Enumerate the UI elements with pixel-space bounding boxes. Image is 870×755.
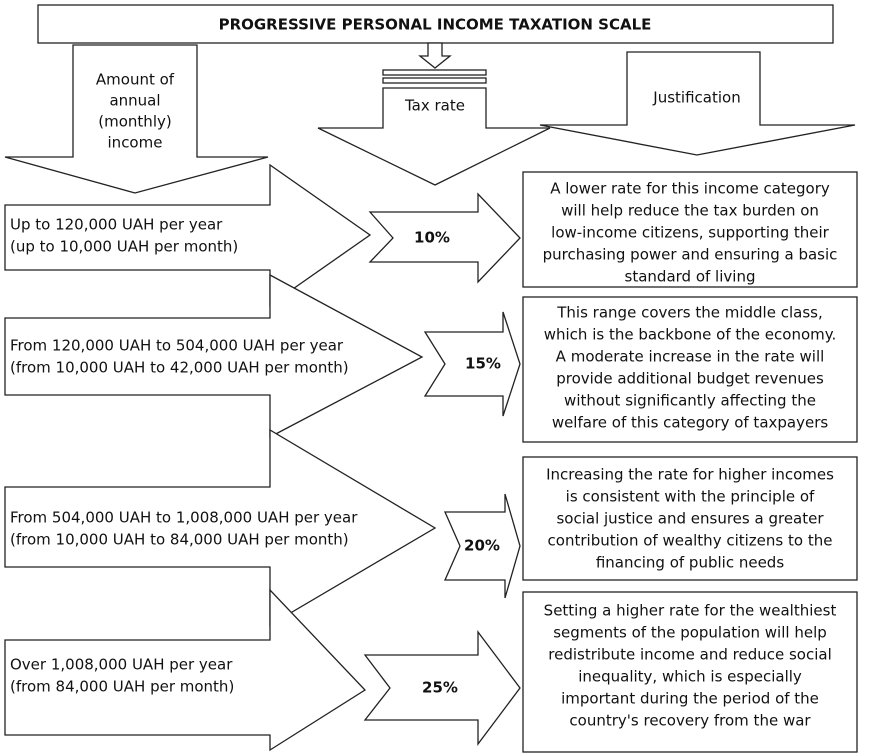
income-arrow [4,163,372,307]
income-header-arrow [4,44,269,194]
rate-arrow [423,311,521,417]
justification-text: This range covers the middle class, [556,304,822,322]
justification-text: contribution of wealthy citizens to the [548,532,833,550]
justification-text: A moderate increase in the rate will [556,348,825,366]
rate-header-arrow [317,87,551,186]
justification-text: is consistent with the principle of [566,488,815,506]
justification-header-arrow [539,51,856,156]
income-range: From 120,000 UAH to 504,000 UAH per year [10,337,344,355]
tax-rate: 25% [422,679,458,697]
justification-text: will help reduce the tax burden on [561,202,819,220]
justification-text: important during the period of the [561,690,819,708]
rate-arrow [368,192,521,284]
justification-box [522,296,858,443]
justification-text: which is the backbone of the economy. [544,326,837,344]
justification-text: purchasing power and ensuring a basic [543,246,838,264]
bar [382,69,487,76]
justification-text: Setting a higher rate for the wealthiest [544,602,837,620]
income-range: Up to 120,000 UAH per year [10,216,223,234]
income-arrow [4,588,367,752]
justification-header: Justification [652,89,740,107]
income-range: From 504,000 UAH to 1,008,000 UAH per ye… [10,509,358,527]
income-header: Amount of [96,71,175,89]
justification-box [522,591,858,753]
income-arrow [4,273,424,439]
income-range: (from 84,000 UAH per month) [10,678,234,696]
rate-arrow [363,630,521,746]
justification-box [522,456,858,581]
income-range: (up to 10,000 UAH per month) [10,238,238,256]
rate-header: Tax rate [404,97,465,115]
justification-text: welfare of this category of taxpayers [552,414,829,432]
justification-text: social justice and ensures a greater [556,510,824,528]
income-range: Over 1,008,000 UAH per year [10,656,233,674]
justification-text: country's recovery from the war [569,712,811,730]
justification-text: provide additional budget revenues [556,370,824,388]
title: PROGRESSIVE PERSONAL INCOME TAXATION SCA… [219,16,652,34]
justification-text: segments of the population will help [553,624,827,642]
justification-text: Increasing the rate for higher incomes [546,466,834,484]
justification-text: A lower rate for this income category [550,180,830,198]
income-range: (from 10,000 UAH to 84,000 UAH per month… [10,531,349,549]
tax-rate: 15% [465,355,501,373]
connector-arrow [418,42,452,69]
income-header: income [108,134,163,152]
income-arrow [4,428,437,627]
income-header: annual [109,92,160,110]
bar [382,77,487,84]
rate-arrow [444,493,521,599]
justification-text: without significantly affecting the [564,392,816,410]
justification-box [522,171,858,288]
justification-text: redistribute income and reduce social [548,646,832,664]
income-range: (from 10,000 UAH to 42,000 UAH per month… [10,359,349,377]
income-header: (monthly) [98,113,171,131]
texts: PROGRESSIVE PERSONAL INCOME TAXATION SCA… [10,16,837,730]
title-box [37,4,834,44]
tax-rate: 20% [464,537,500,555]
justification-text: standard of living [625,268,756,286]
tax-rate: 10% [414,229,450,247]
justification-text: inequality, which is especially [578,668,802,686]
justification-text: low-income citizens, supporting their [551,224,829,242]
justification-text: financing of public needs [596,554,784,572]
